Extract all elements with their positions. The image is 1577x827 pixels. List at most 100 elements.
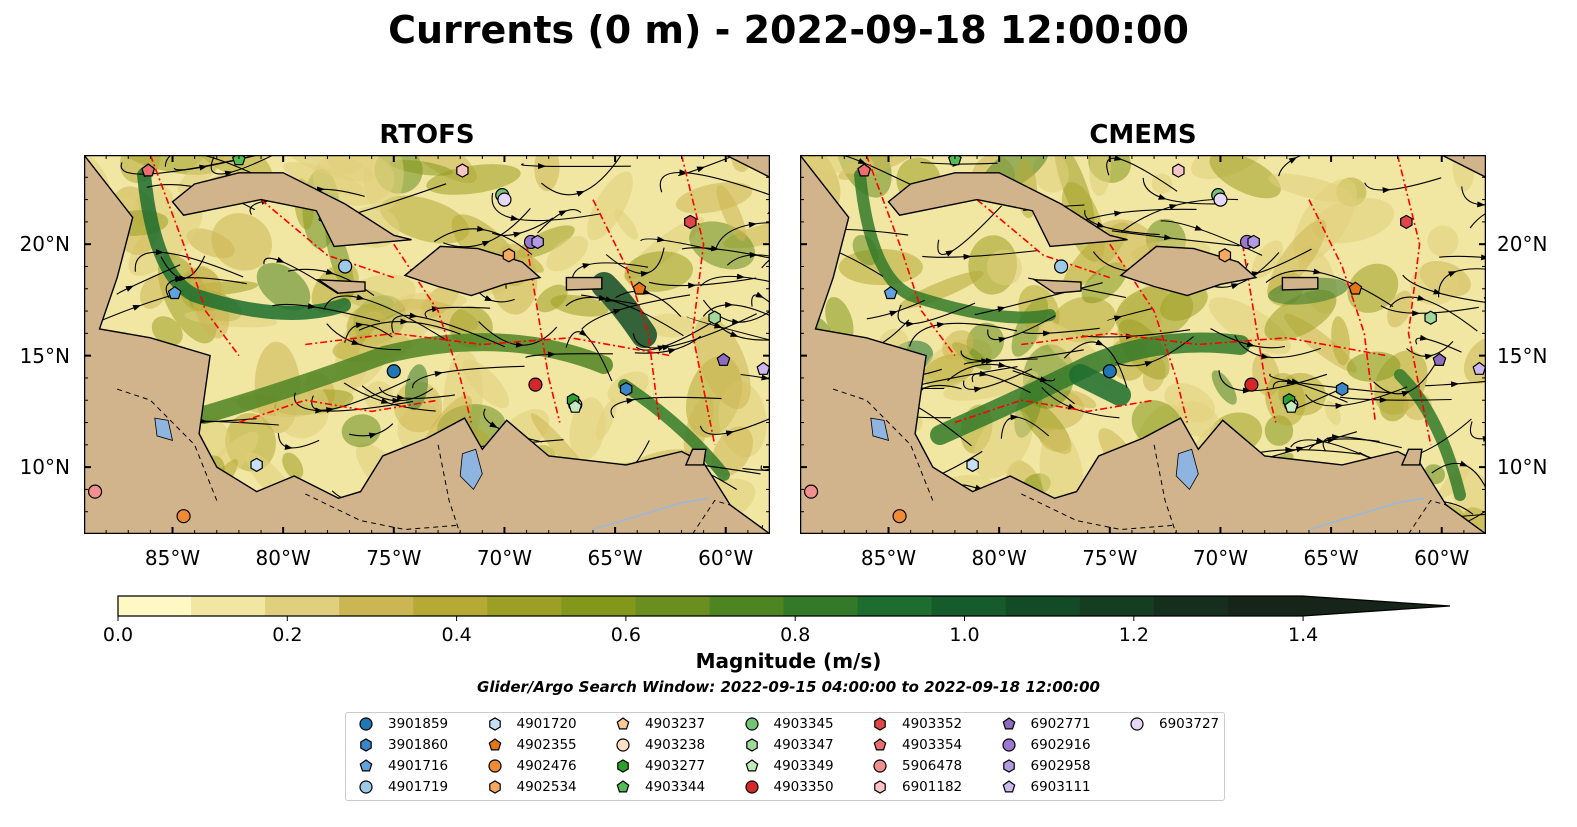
lat-tick-left: 15°N xyxy=(19,343,70,368)
legend-marker-icon[interactable] xyxy=(873,759,887,773)
legend-label: 4903347 xyxy=(773,737,834,753)
legend-marker-icon[interactable] xyxy=(359,717,373,731)
colorbar-tick: 1.0 xyxy=(949,624,980,646)
lat-tick-right: 15°N xyxy=(1497,343,1548,368)
legend-marker-icon[interactable] xyxy=(487,759,502,773)
float-marker-3901859[interactable] xyxy=(386,364,401,379)
legend-label: 6902916 xyxy=(1030,737,1091,753)
map-cmems[interactable] xyxy=(800,155,1486,534)
float-marker-6903111[interactable] xyxy=(756,361,770,375)
legend-marker-icon[interactable] xyxy=(874,717,886,731)
float-marker-5906478[interactable] xyxy=(803,484,819,499)
float-marker-6901182[interactable] xyxy=(1172,163,1185,178)
lat-tick-right: 10°N xyxy=(1497,455,1548,480)
colorbar-segment xyxy=(1153,596,1229,616)
legend-marker-icon[interactable] xyxy=(359,780,373,794)
legend-marker-icon[interactable] xyxy=(1002,759,1015,773)
legend-marker-icon[interactable] xyxy=(1002,717,1015,730)
legend-marker-icon[interactable] xyxy=(745,738,758,752)
lon-tick-right: 80°W xyxy=(971,546,1027,570)
float-marker-6902771[interactable] xyxy=(1432,352,1447,366)
legend-label: 4903344 xyxy=(645,779,706,795)
float-marker-3901860[interactable] xyxy=(619,381,633,397)
legend-marker-icon[interactable] xyxy=(1130,717,1144,731)
float-marker-4902355[interactable] xyxy=(632,281,647,295)
colorbar-label: Magnitude (m/s) xyxy=(695,649,882,673)
legend-item: 4903349 xyxy=(744,758,834,774)
legend-marker-icon[interactable] xyxy=(744,717,759,731)
float-marker-3901860[interactable] xyxy=(1335,381,1349,397)
legend-label: 3901859 xyxy=(388,716,449,732)
colorbar-segment xyxy=(1227,596,1303,616)
float-marker-4903350[interactable] xyxy=(1244,377,1259,392)
float-marker-4902534[interactable] xyxy=(502,248,516,263)
float-marker-6903727[interactable] xyxy=(497,192,512,207)
colorbar-tick: 1.4 xyxy=(1287,624,1319,646)
legend-item: 4903352 xyxy=(872,716,962,732)
float-legend: 3901859 3901860 4901716 4901719 4901720 49023… xyxy=(345,712,1225,801)
float-marker-4901720[interactable] xyxy=(966,457,979,473)
float-marker-6902958[interactable] xyxy=(531,234,544,250)
colorbar-segment xyxy=(1005,596,1081,616)
float-marker-4902476[interactable] xyxy=(892,509,907,524)
colorbar-segment xyxy=(635,596,710,616)
legend-marker-icon[interactable] xyxy=(616,738,630,752)
float-marker-4902534[interactable] xyxy=(1218,248,1232,263)
float-marker-6902958[interactable] xyxy=(1247,234,1260,250)
legend-marker-icon[interactable] xyxy=(488,738,501,751)
float-marker-4903352[interactable] xyxy=(684,214,697,230)
float-marker-6903111[interactable] xyxy=(1472,361,1486,375)
legend-label: 6902771 xyxy=(1030,716,1091,732)
float-marker-5906478[interactable] xyxy=(87,484,103,499)
legend-marker-icon[interactable] xyxy=(616,780,630,793)
colorbar-tick: 0.8 xyxy=(780,624,811,646)
float-marker-4901716[interactable] xyxy=(883,285,898,300)
legend-marker-icon[interactable] xyxy=(745,759,758,772)
colorbar xyxy=(117,595,1451,621)
float-marker-4903349[interactable] xyxy=(568,399,583,413)
legend-marker-icon[interactable] xyxy=(1002,780,1015,793)
float-marker-4903352[interactable] xyxy=(1400,214,1413,230)
legend-label: 4903277 xyxy=(645,758,706,774)
legend-marker-icon[interactable] xyxy=(617,759,629,773)
legend-marker-icon[interactable] xyxy=(360,738,372,752)
colorbar-tick: 0.6 xyxy=(610,624,641,646)
float-marker-4903344[interactable] xyxy=(231,155,246,166)
float-marker-4903350[interactable] xyxy=(528,377,543,392)
float-marker-4901719[interactable] xyxy=(338,259,353,274)
float-marker-4903347[interactable] xyxy=(1424,310,1437,325)
float-marker-6903727[interactable] xyxy=(1213,192,1228,207)
lon-tick-right: 75°W xyxy=(1082,546,1138,570)
float-marker-4901716[interactable] xyxy=(167,285,182,300)
lon-tick-left: 85°W xyxy=(144,546,201,570)
float-marker-4903354[interactable] xyxy=(857,163,872,177)
colorbar-tick: 1.2 xyxy=(1118,624,1149,646)
float-marker-3901859[interactable] xyxy=(1102,364,1117,379)
float-marker-4902355[interactable] xyxy=(1348,281,1363,295)
legend-marker-icon[interactable] xyxy=(616,717,630,730)
float-marker-4903344[interactable] xyxy=(947,155,962,166)
legend-marker-icon[interactable] xyxy=(488,780,501,794)
panel-title-cmems: CMEMS xyxy=(1089,120,1197,150)
legend-item: 4903347 xyxy=(744,737,834,753)
lon-tick-left: 60°W xyxy=(698,546,754,570)
float-marker-4903347[interactable] xyxy=(708,310,721,325)
float-marker-4902476[interactable] xyxy=(176,509,191,524)
legend-item: 6901182 xyxy=(872,779,962,795)
legend-marker-icon[interactable] xyxy=(488,717,501,731)
legend-marker-icon[interactable] xyxy=(359,759,373,772)
map-rtofs[interactable] xyxy=(84,155,770,534)
legend-marker-icon[interactable] xyxy=(874,780,886,794)
float-marker-6902771[interactable] xyxy=(716,352,731,366)
legend-marker-icon[interactable] xyxy=(1001,738,1016,752)
float-marker-4903349[interactable] xyxy=(1284,399,1299,413)
legend-marker-icon[interactable] xyxy=(744,780,759,794)
legend-marker-icon[interactable] xyxy=(873,738,887,751)
float-marker-4901720[interactable] xyxy=(250,457,263,473)
legend-item: 4902476 xyxy=(487,758,577,774)
legend-item: 4902355 xyxy=(487,737,577,753)
float-marker-4901719[interactable] xyxy=(1054,259,1069,274)
float-marker-6901182[interactable] xyxy=(456,163,469,178)
legend-label: 4903345 xyxy=(773,716,834,732)
float-marker-4903354[interactable] xyxy=(141,163,156,177)
